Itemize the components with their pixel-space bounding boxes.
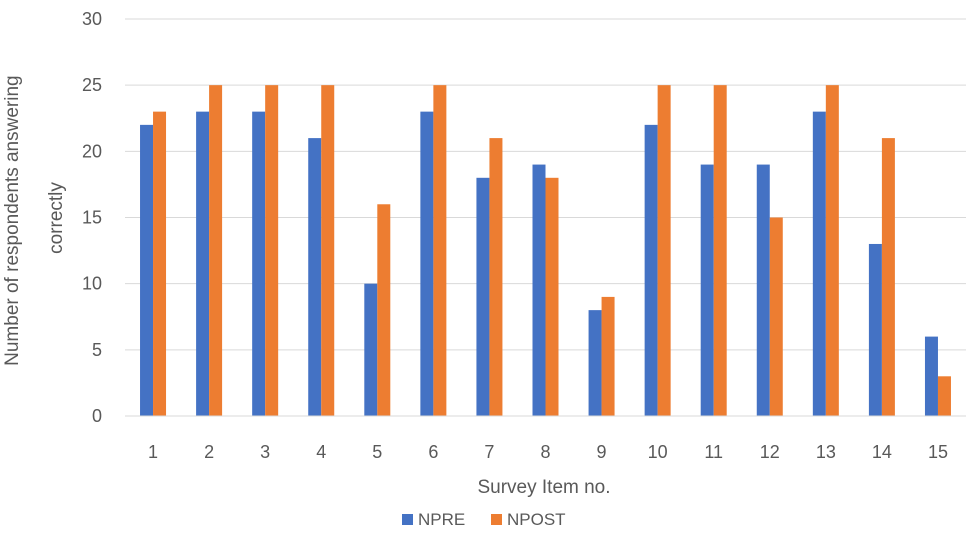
bar-npre-6 — [420, 111, 434, 416]
x-tick-label: 7 — [484, 442, 494, 462]
x-tick-label: 14 — [872, 442, 892, 462]
x-tick-label: 10 — [648, 442, 668, 462]
bar-npost-1 — [153, 111, 167, 416]
bar-npre-7 — [476, 177, 490, 416]
bar-npost-8 — [545, 177, 559, 416]
y-tick-label: 5 — [92, 340, 102, 360]
bar-npost-10 — [657, 85, 671, 417]
x-tick-label: 2 — [204, 442, 214, 462]
bar-npre-9 — [588, 310, 602, 416]
x-tick-label: 5 — [372, 442, 382, 462]
x-axis-title: Survey Item no. — [477, 477, 610, 498]
y-tick-label: 0 — [92, 406, 102, 426]
bar-npost-11 — [713, 85, 727, 417]
bar-npre-10 — [644, 124, 658, 416]
y-tick-label: 10 — [82, 274, 102, 294]
y-tick-label: 15 — [82, 208, 102, 228]
bar-npre-14 — [868, 243, 882, 416]
legend-swatch-npre — [402, 514, 413, 525]
bar-npre-12 — [756, 164, 770, 416]
y-axis-title-line-2: correctly — [46, 182, 67, 254]
bar-npost-5 — [377, 204, 391, 416]
legend-label-npre: NPRE — [418, 510, 465, 529]
x-tick-label: 13 — [816, 442, 836, 462]
x-axis-ticks: 1 2 3 4 5 6 7 8 9 10 11 12 13 14 15 — [148, 442, 948, 462]
bars — [140, 85, 951, 417]
bar-npre-5 — [364, 283, 378, 416]
x-tick-label: 1 — [148, 442, 158, 462]
bar-npre-1 — [140, 124, 154, 416]
y-tick-label: 25 — [82, 75, 102, 95]
bar-npre-4 — [308, 138, 322, 416]
x-tick-label: 15 — [928, 442, 948, 462]
legend-label-npost: NPOST — [507, 510, 566, 529]
bar-npre-8 — [532, 164, 546, 416]
x-tick-label: 12 — [760, 442, 780, 462]
bar-npost-4 — [321, 85, 335, 417]
bar-npost-7 — [489, 138, 503, 416]
bar-npre-13 — [812, 111, 826, 416]
bar-npost-12 — [769, 217, 783, 416]
bar-npost-14 — [881, 138, 895, 416]
x-tick-label: 3 — [260, 442, 270, 462]
bar-npre-2 — [196, 111, 210, 416]
y-axis-title-line-1: Number of respondents answering — [2, 75, 23, 365]
y-axis-title: Number of respondents answering correctl… — [2, 70, 67, 366]
bar-npost-6 — [433, 85, 447, 417]
bar-npost-13 — [825, 85, 839, 417]
legend-swatch-npost — [491, 514, 502, 525]
x-tick-label: 6 — [428, 442, 438, 462]
bar-npost-2 — [209, 85, 223, 417]
x-tick-label: 9 — [597, 442, 607, 462]
legend: NPRE NPOST — [402, 510, 566, 529]
bar-npost-15 — [937, 376, 951, 416]
x-tick-label: 11 — [704, 442, 723, 462]
y-tick-label: 30 — [82, 9, 102, 29]
y-tick-label: 20 — [82, 141, 102, 161]
bar-npre-3 — [252, 111, 266, 416]
bar-npre-15 — [924, 336, 938, 416]
bar-npost-9 — [601, 296, 615, 416]
x-tick-label: 4 — [316, 442, 326, 462]
bar-npost-3 — [265, 85, 279, 417]
bar-npre-11 — [700, 164, 714, 416]
x-tick-label: 8 — [540, 442, 550, 462]
y-axis-ticks: 0 5 10 15 20 25 30 — [82, 9, 102, 426]
